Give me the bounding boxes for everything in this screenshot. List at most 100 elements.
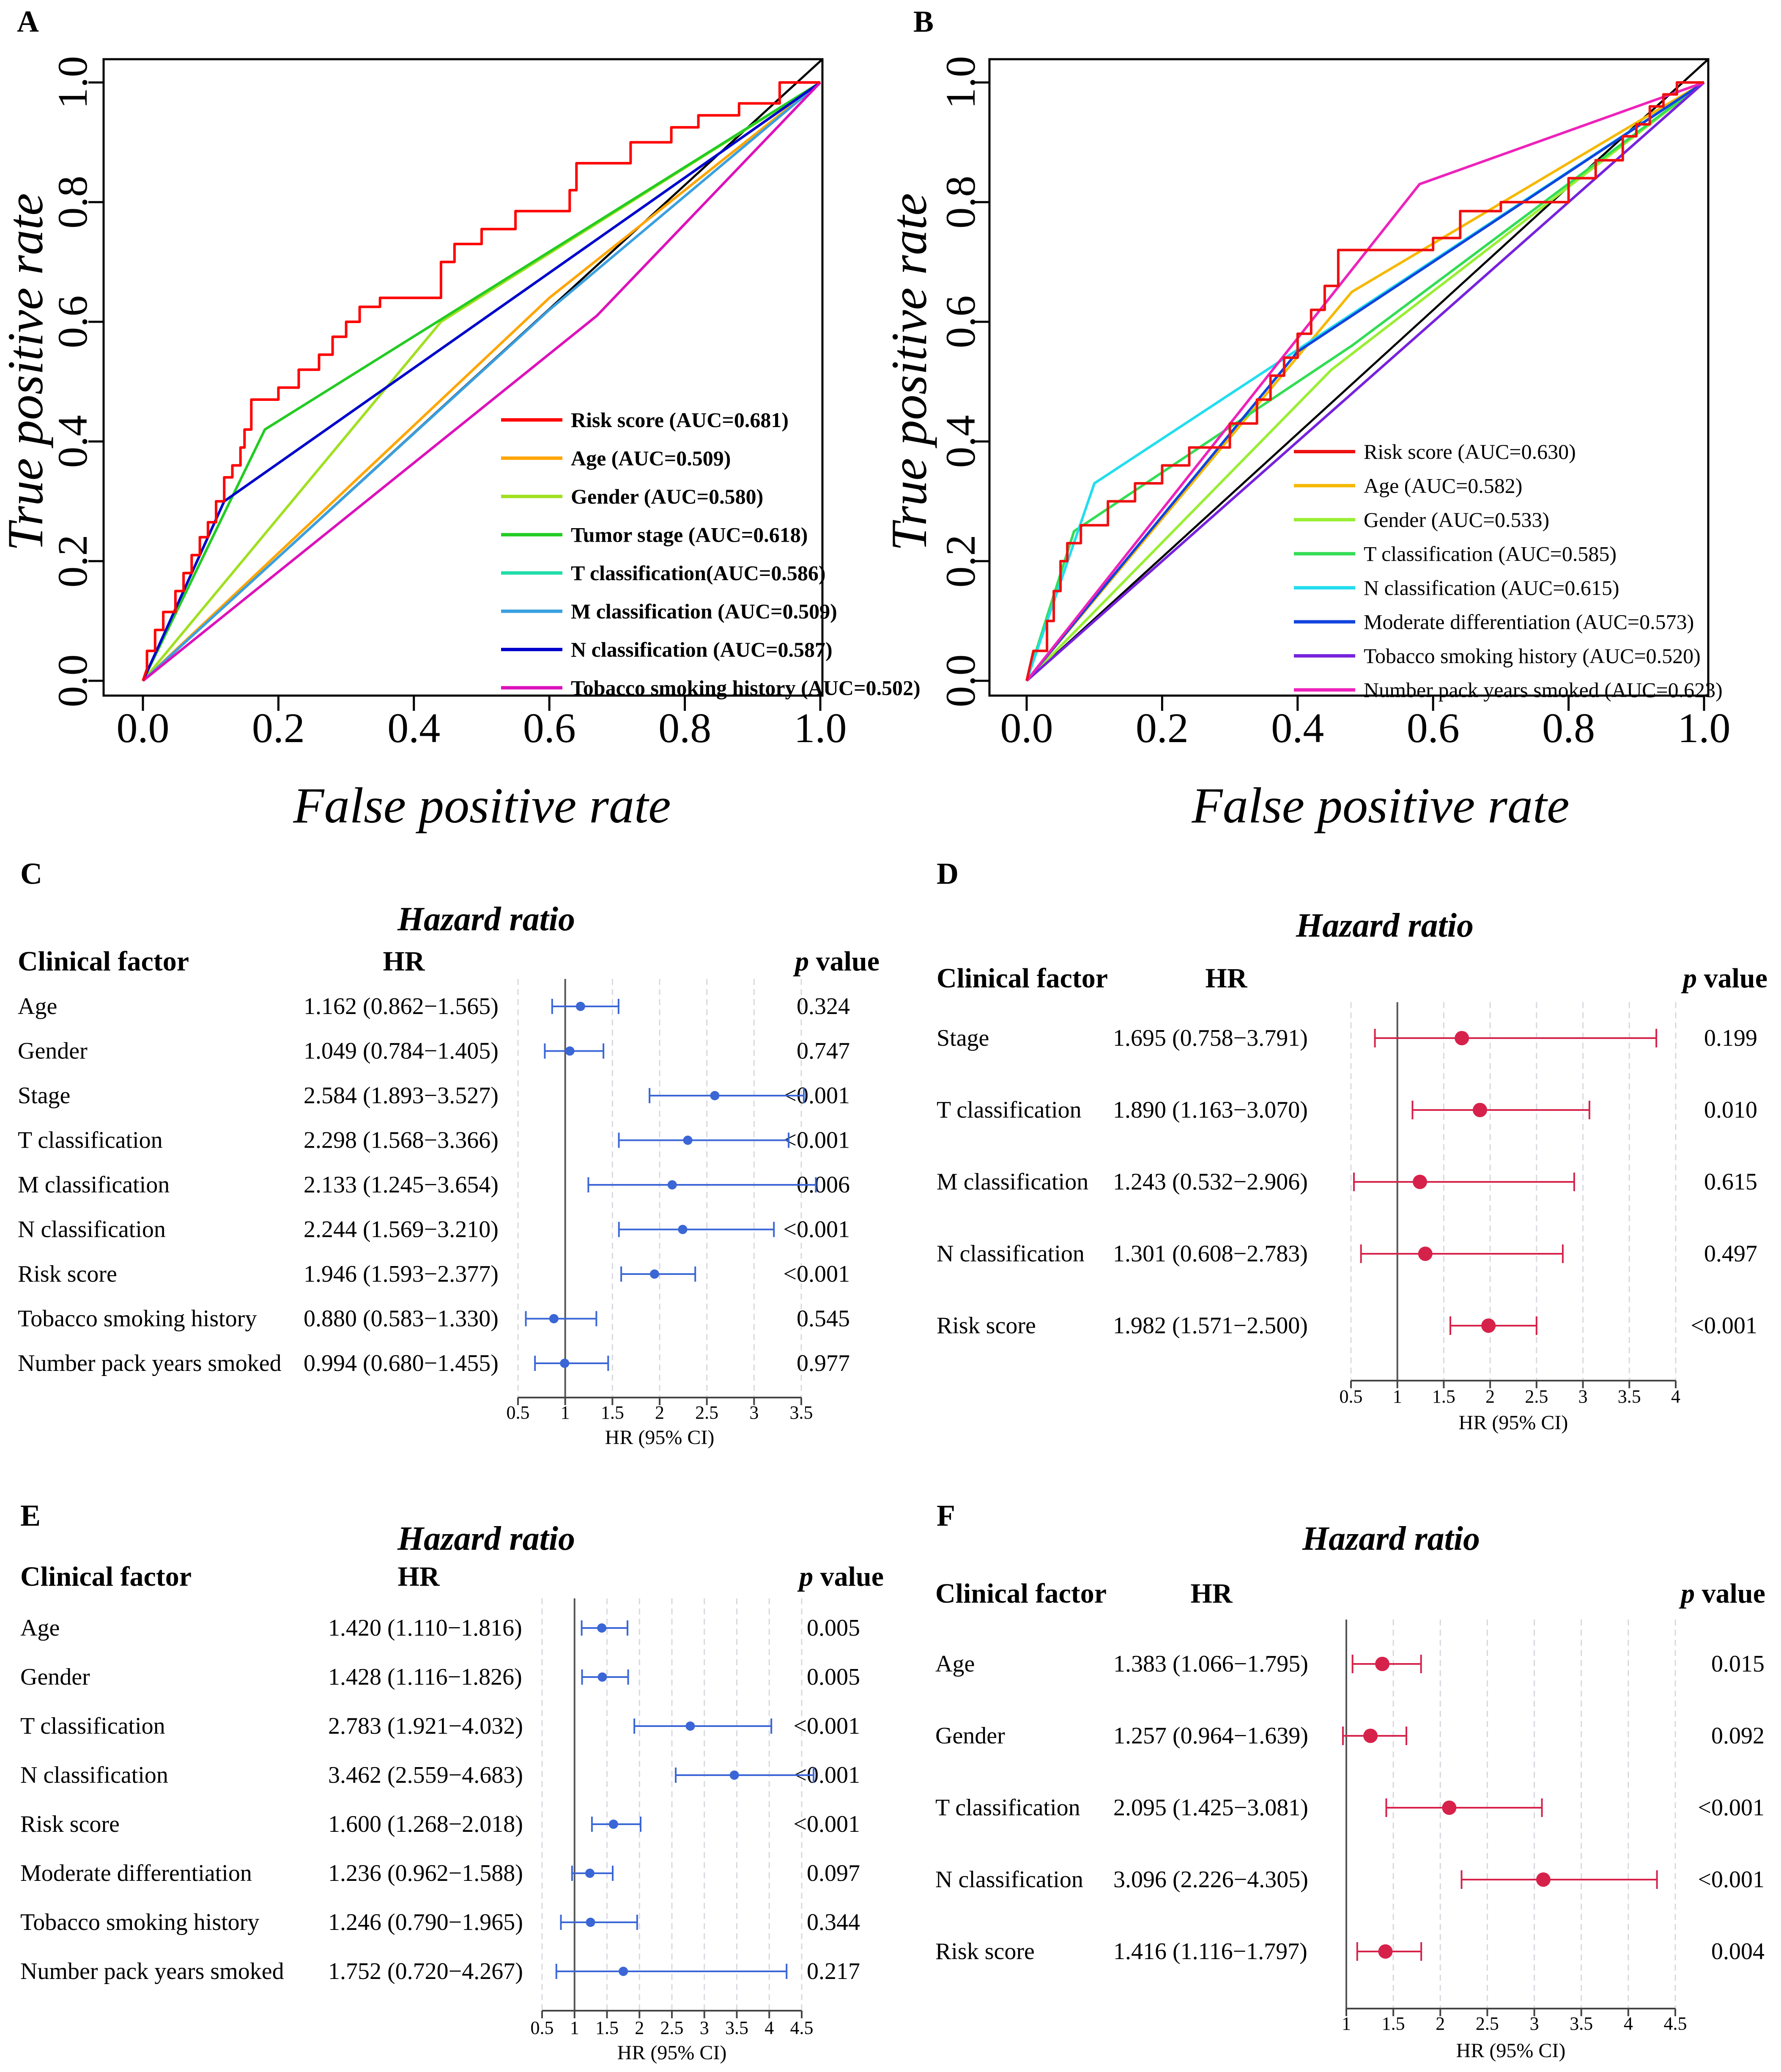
hr-point — [678, 1225, 688, 1234]
x-tick-label: 0.5 — [1340, 1386, 1363, 1407]
roc-curve-series — [142, 81, 821, 682]
x-axis-label: HR (95% CI) — [605, 1426, 715, 1449]
x-axis-label: False positive rate — [293, 777, 671, 833]
row-p-value: 0.747 — [797, 1038, 850, 1064]
x-tick-label: 0.8 — [658, 704, 711, 751]
y-tick-label: 0.6 — [937, 296, 984, 348]
row-p-value: <0.001 — [1698, 1795, 1765, 1821]
x-axis-label: False positive rate — [1191, 777, 1569, 833]
row-hr-value: 1.049 (0.784−1.405) — [304, 1038, 499, 1064]
x-tick-label: 0.5 — [507, 1402, 530, 1423]
hr-point — [1442, 1801, 1457, 1815]
plot-frame — [102, 58, 824, 697]
row-hr-value: 3.096 (2.226−4.305) — [1113, 1866, 1308, 1893]
y-tick-label: 0.0 — [937, 655, 984, 707]
hr-point — [667, 1180, 677, 1189]
hr-point — [649, 1269, 659, 1279]
x-tick-label: 2.5 — [695, 1402, 718, 1423]
y-tick-label: 0.0 — [49, 655, 96, 707]
row-hr-value: 2.244 (1.569−3.210) — [304, 1217, 499, 1243]
x-tick-label: 3.5 — [790, 1402, 813, 1423]
row-hr-value: 1.695 (0.758−3.791) — [1113, 1025, 1308, 1051]
hr-point — [1418, 1247, 1433, 1261]
hr-point — [608, 1820, 618, 1829]
row-p-value: 0.497 — [1704, 1241, 1757, 1267]
roc-curve-series — [142, 81, 820, 681]
row-hr-value: 1.383 (1.066−1.795) — [1113, 1651, 1308, 1677]
x-tick-label: 4.5 — [1664, 2013, 1687, 2034]
row-p-value: 0.615 — [1704, 1169, 1757, 1195]
hr-point — [1536, 1872, 1551, 1887]
row-factor-label: T classification — [18, 1127, 163, 1154]
row-factor-label: Stage — [18, 1083, 70, 1109]
row-factor-label: Age — [18, 993, 57, 1020]
row-p-value: 0.005 — [807, 1664, 860, 1690]
hr-point — [1363, 1729, 1378, 1743]
roc-curve-series — [1025, 81, 1705, 681]
row-hr-value: 1.428 (1.116−1.826) — [328, 1664, 522, 1690]
x-tick-label: 4 — [1624, 2013, 1633, 2034]
y-tick-label: 0.4 — [937, 415, 984, 468]
x-tick-label: 0.0 — [117, 704, 170, 751]
header-p-value: p value — [1681, 963, 1767, 994]
x-tick-label: 3.5 — [1618, 1386, 1641, 1407]
x-tick-label: 4.5 — [790, 2017, 814, 2038]
row-p-value: 0.010 — [1704, 1097, 1757, 1123]
row-factor-label: Stage — [937, 1025, 989, 1051]
x-tick-label: 3 — [1578, 1386, 1588, 1407]
row-p-value: 0.092 — [1711, 1723, 1765, 1749]
x-tick-label: 1.5 — [601, 1402, 624, 1423]
header-p-value: p value — [793, 946, 880, 977]
row-factor-label: Risk score — [18, 1261, 117, 1287]
row-p-value: <0.001 — [783, 1261, 850, 1287]
legend-entry: Age (AUC=0.582) — [1364, 474, 1522, 498]
header-hr: HR — [1191, 1578, 1233, 1609]
roc-panel-b: 0.0 0.2 0.4 0.6 0.8 1.0 0.0 0.2 0.4 0.6 0.8 1.0 Fals… — [881, 56, 1731, 834]
x-tick-label: 0.6 — [523, 704, 576, 751]
row-hr-value: 1.600 (1.268−2.018) — [328, 1811, 523, 1837]
roc-curve-series — [1025, 81, 1704, 681]
row-factor-label: Gender — [935, 1723, 1005, 1749]
row-hr-value: 1.890 (1.163−3.070) — [1113, 1097, 1308, 1123]
row-hr-value: 2.584 (1.893−3.527) — [304, 1083, 499, 1109]
x-tick-label: 2.5 — [1525, 1386, 1548, 1407]
panel-label-a: A — [17, 5, 39, 38]
y-tick-label: 0.2 — [49, 535, 96, 588]
row-factor-label: T classification — [20, 1713, 165, 1739]
x-tick-label: 0.4 — [387, 704, 440, 751]
row-factor-label: N classification — [18, 1217, 166, 1243]
panel-label-e: E — [20, 1499, 41, 1532]
header-p-italic: p — [1679, 1578, 1695, 1609]
hr-point — [597, 1623, 607, 1633]
header-hr: HR — [398, 1561, 440, 1592]
legend-entry: Risk score (AUC=0.681) — [571, 408, 789, 432]
hr-point — [685, 1721, 695, 1731]
x-tick-label: 2.5 — [1476, 2013, 1499, 2034]
legend-entry: M classification (AUC=0.509) — [571, 600, 837, 623]
legend-entry: Risk score (AUC=0.630) — [1364, 440, 1576, 463]
hr-point — [729, 1771, 739, 1780]
y-axis-label: True positive rate — [881, 193, 937, 551]
hr-point — [1473, 1103, 1488, 1117]
row-factor-label: Gender — [18, 1038, 88, 1064]
row-hr-value: 1.946 (1.593−2.377) — [304, 1261, 499, 1287]
row-p-value: 0.217 — [807, 1958, 860, 1984]
hr-point — [565, 1046, 575, 1056]
x-tick-label: 2 — [635, 2017, 644, 2038]
row-hr-value: 1.162 (0.862−1.565) — [304, 993, 499, 1020]
y-tick-label: 0.6 — [49, 296, 96, 348]
panel-label-b: B — [913, 5, 934, 38]
row-hr-value: 2.095 (1.425−3.081) — [1113, 1795, 1308, 1821]
row-hr-value: 1.982 (1.571−2.500) — [1113, 1313, 1308, 1339]
row-p-value: 0.005 — [807, 1615, 860, 1641]
header-p-rest: value — [1697, 963, 1767, 994]
x-tick-label: 1.5 — [1382, 2013, 1405, 2034]
row-factor-label: M classification — [18, 1172, 170, 1198]
row-factor-label: Age — [20, 1615, 60, 1641]
header-clinical-factor: Clinical factor — [937, 963, 1108, 994]
x-tick-label: 4 — [1671, 1386, 1680, 1407]
x-tick-label: 1.5 — [595, 2017, 619, 2038]
legend-entry: Tobacco smoking history (AUC=0.520) — [1364, 644, 1701, 668]
x-tick-label: 3.5 — [1570, 2013, 1593, 2034]
